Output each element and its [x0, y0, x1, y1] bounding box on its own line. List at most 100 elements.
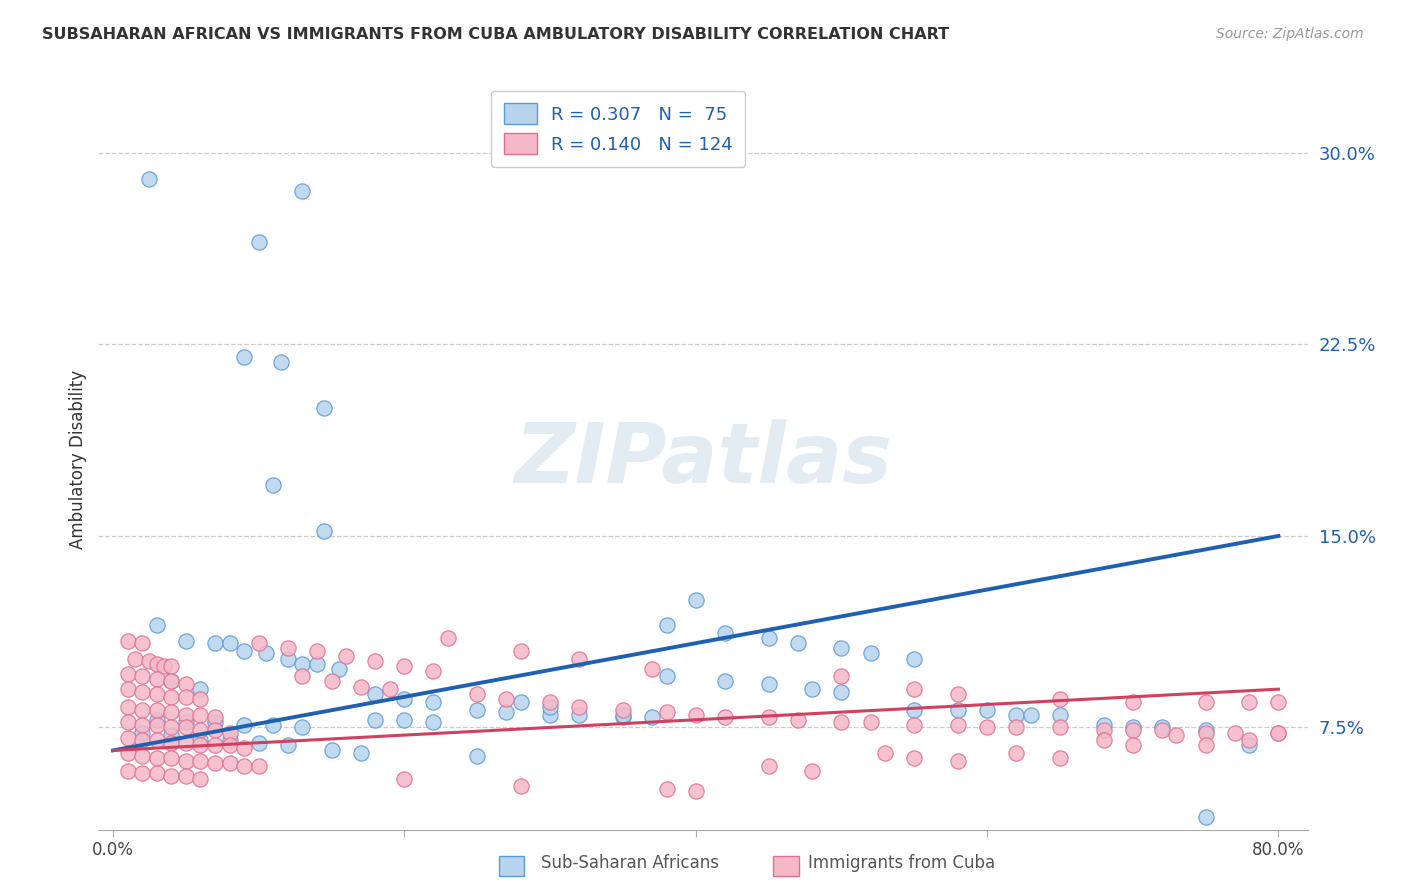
Point	[538, 700, 561, 714]
Point	[124, 651, 146, 665]
Point	[830, 684, 852, 698]
Point	[204, 715, 226, 730]
Point	[190, 754, 212, 768]
Point	[305, 644, 328, 658]
Point	[394, 692, 416, 706]
Point	[117, 700, 139, 714]
Point	[685, 592, 707, 607]
Point	[1049, 721, 1071, 735]
Point	[801, 682, 824, 697]
Point	[218, 739, 240, 753]
Point	[568, 700, 591, 714]
Point	[976, 702, 998, 716]
Point	[1194, 723, 1216, 737]
Point	[758, 710, 780, 724]
Point	[714, 626, 737, 640]
Point	[117, 666, 139, 681]
Point	[394, 713, 416, 727]
Point	[233, 644, 256, 658]
Point	[321, 674, 343, 689]
Point	[903, 751, 925, 765]
Point	[1092, 723, 1115, 737]
Point	[495, 692, 517, 706]
Point	[160, 674, 183, 689]
Point	[218, 756, 240, 771]
Point	[612, 707, 634, 722]
Point	[1122, 723, 1144, 737]
Point	[495, 705, 517, 719]
Point	[655, 669, 678, 683]
Text: Source: ZipAtlas.com: Source: ZipAtlas.com	[1216, 27, 1364, 41]
Point	[509, 695, 531, 709]
Point	[174, 754, 197, 768]
Point	[160, 705, 183, 719]
Point	[190, 682, 212, 697]
Point	[509, 779, 531, 793]
Point	[1267, 695, 1289, 709]
Point	[465, 687, 488, 701]
Point	[277, 651, 299, 665]
Point	[786, 713, 808, 727]
Point	[160, 751, 183, 765]
Point	[174, 690, 197, 704]
Point	[758, 758, 780, 772]
Point	[465, 702, 488, 716]
Point	[538, 707, 561, 722]
Point	[1005, 707, 1028, 722]
Point	[138, 654, 160, 668]
Point	[138, 171, 160, 186]
Point	[903, 651, 925, 665]
Point	[758, 677, 780, 691]
Point	[145, 766, 167, 780]
Point	[131, 725, 153, 739]
Point	[1049, 692, 1071, 706]
Point	[1194, 739, 1216, 753]
Point	[117, 746, 139, 760]
Point	[830, 669, 852, 683]
Point	[254, 647, 277, 661]
Point	[270, 355, 292, 369]
Point	[131, 669, 153, 683]
Point	[394, 772, 416, 786]
Point	[160, 674, 183, 689]
Point	[145, 687, 167, 701]
Point	[859, 715, 882, 730]
Point	[1150, 721, 1173, 735]
Point	[190, 723, 212, 737]
Point	[131, 684, 153, 698]
Point	[247, 758, 270, 772]
Point	[204, 739, 226, 753]
Legend: R = 0.307   N =  75, R = 0.140   N = 124: R = 0.307 N = 75, R = 0.140 N = 124	[491, 91, 745, 167]
Point	[903, 718, 925, 732]
Point	[262, 718, 284, 732]
Text: SUBSAHARAN AFRICAN VS IMMIGRANTS FROM CUBA AMBULATORY DISABILITY CORRELATION CHA: SUBSAHARAN AFRICAN VS IMMIGRANTS FROM CU…	[42, 27, 949, 42]
Point	[190, 739, 212, 753]
Point	[364, 687, 387, 701]
Point	[1239, 733, 1261, 747]
Point	[1194, 810, 1216, 824]
Point	[758, 631, 780, 645]
Point	[1239, 739, 1261, 753]
Point	[233, 758, 256, 772]
Point	[314, 401, 336, 416]
Point	[1166, 728, 1188, 742]
Text: ZIPatlas: ZIPatlas	[515, 419, 891, 500]
Point	[117, 764, 139, 778]
Point	[422, 715, 444, 730]
Point	[314, 524, 336, 538]
Point	[174, 707, 197, 722]
Point	[685, 707, 707, 722]
Point	[145, 733, 167, 747]
Point	[328, 662, 350, 676]
Point	[786, 636, 808, 650]
Point	[465, 748, 488, 763]
Point	[305, 657, 328, 671]
Point	[364, 713, 387, 727]
Point	[145, 672, 167, 686]
Point	[233, 718, 256, 732]
Point	[830, 641, 852, 656]
Point	[131, 636, 153, 650]
Point	[131, 733, 153, 747]
Point	[204, 636, 226, 650]
Point	[160, 659, 183, 673]
